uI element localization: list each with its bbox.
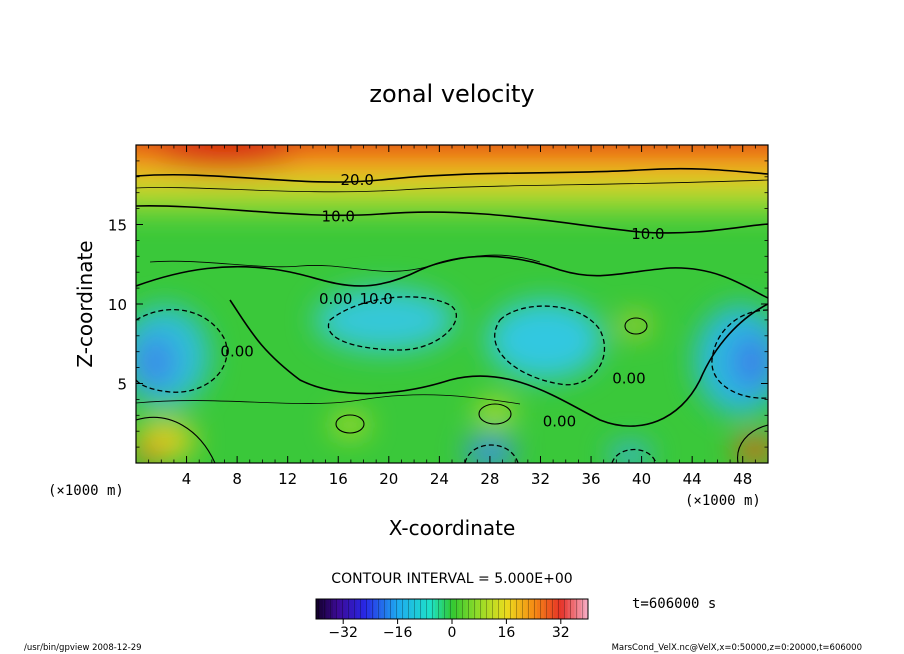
x-tick-label: 32: [531, 470, 550, 488]
contour-label: 0.00: [543, 413, 576, 431]
contour-label: 0.00: [319, 290, 352, 308]
colorbar-ticks: −32 −16 0 16 32: [328, 619, 570, 641]
colorbar-tick-label: 16: [497, 625, 515, 641]
contour-interval-text: CONTOUR INTERVAL = 5.000E+00: [331, 571, 572, 587]
y-tick-label: 5: [117, 376, 127, 394]
x-tick-label: 12: [278, 470, 297, 488]
contour-line-zero-upper: [136, 255, 768, 299]
field-blob-cyan-bottom: [608, 443, 652, 463]
x-unit-label-right: (×1000 m): [685, 493, 761, 509]
colorbar-tick-label: 32: [552, 625, 570, 641]
x-ticks: 4 8 12 16 20 24 28 32 36 40 44 48: [148, 145, 756, 488]
contour-labels: 20.0 10.0 10.0 0.00 10.0 0.00 0.00 0.00: [220, 171, 664, 431]
contour-line-neg5-mid: [494, 305, 606, 386]
colorbar-hatching: [316, 599, 588, 619]
y-tick-label: 15: [108, 217, 127, 235]
footer-left: /usr/bin/gpview 2008-12-29: [24, 643, 142, 653]
y-axis-label: Z-coordinate: [73, 240, 97, 367]
contour-label: 20.0: [340, 171, 373, 189]
field-blob-red-br: [735, 436, 768, 463]
field-blob-blue-bottom: [465, 436, 515, 463]
colorbar-tick-label: −32: [328, 625, 358, 641]
field-blob-cyan-center: [315, 288, 455, 352]
colorbar-tick-label: 0: [448, 625, 457, 641]
chart-title: zonal velocity: [369, 80, 534, 108]
velocity-field: 20.0 10.0 10.0 0.00 10.0 0.00 0.00 0.00: [136, 145, 768, 463]
contour-line-pos-blob-3: [624, 317, 648, 335]
contour-label: 10.0: [631, 225, 664, 243]
field-blob-red-bl: [136, 445, 162, 463]
contours: [136, 167, 768, 463]
contour-label: 10.0: [322, 208, 355, 226]
field-band-lightgreen: [136, 188, 768, 213]
contour-line-pos-br: [737, 424, 768, 463]
contour-line-neg5-right: [711, 309, 768, 399]
x-tick-label: 24: [430, 470, 449, 488]
contour-line-pos-blob-1: [478, 403, 512, 425]
field-blob-blue-left: [136, 334, 177, 390]
field-blob-blue-right: [732, 334, 768, 390]
x-tick-label: 40: [632, 470, 651, 488]
x-tick-label: 44: [683, 470, 702, 488]
footer-right: MarsCond_VelX.nc@VelX,x=0:50000,z=0:2000…: [612, 643, 862, 653]
contour-line-pos5-lower: [136, 394, 521, 405]
contour-line-neg5-bottom2: [611, 449, 657, 463]
contour-line-pos-blob-2: [335, 414, 365, 434]
x-tick-label: 4: [182, 470, 192, 488]
contour-label: 0.00: [612, 370, 645, 388]
x-tick-label: 20: [379, 470, 398, 488]
x-unit-label-left: (×1000 m): [48, 483, 124, 499]
contour-line-pos-bl: [136, 416, 216, 463]
field-blob-cyan-mid: [487, 300, 603, 380]
time-label: t=606000 s: [632, 596, 716, 612]
x-axis-label: X-coordinate: [389, 516, 516, 540]
field-band-yellow: [136, 168, 768, 190]
contour-label: 0.00: [220, 343, 253, 361]
contour-line-20: [136, 167, 768, 183]
colorbar: −32 −16 0 16 32: [315, 598, 589, 641]
contour-label: 10.0: [359, 290, 392, 308]
contour-line-neg5-bottom: [464, 444, 519, 463]
field-blob-darkred: [155, 145, 295, 172]
colorbar-tick-label: −16: [383, 625, 413, 641]
field-blobs: [136, 145, 768, 463]
x-tick-label: 16: [329, 470, 348, 488]
x-tick-label: 8: [232, 470, 242, 488]
contour-line-15: [136, 179, 768, 193]
x-tick-label: 36: [581, 470, 600, 488]
y-tick-label: 10: [108, 296, 127, 314]
x-tick-label: 28: [480, 470, 499, 488]
x-tick-label: 48: [733, 470, 752, 488]
contour-line-zero-lower: [229, 299, 768, 427]
contour-line-neg5-left: [136, 308, 228, 393]
y-ticks: 5 10 15: [108, 160, 768, 448]
contour-line-10: [136, 205, 768, 234]
contour-line-neg5-center: [327, 296, 457, 351]
